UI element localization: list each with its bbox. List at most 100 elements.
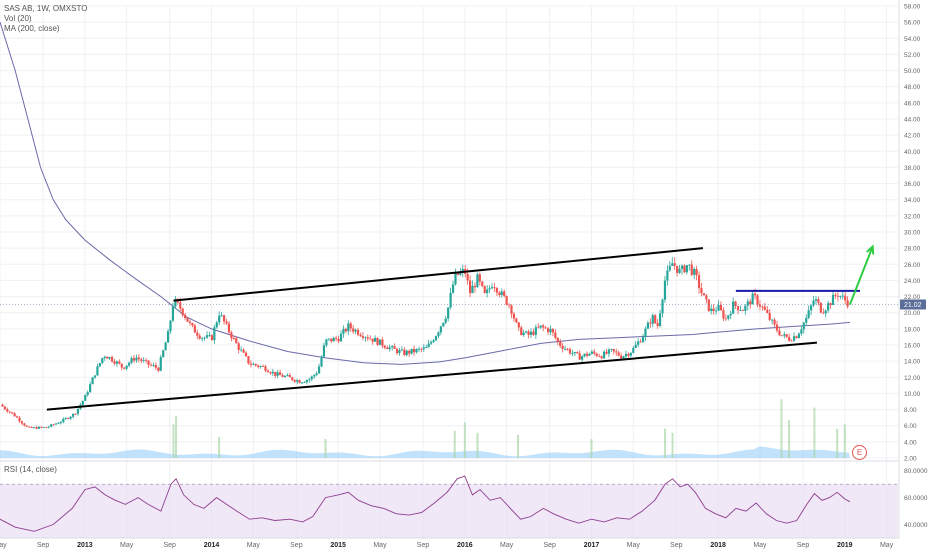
candle-body: [573, 351, 576, 354]
candle-body: [486, 289, 489, 293]
candle-body: [444, 318, 447, 323]
candle-body: [571, 353, 574, 354]
candle-body: [676, 265, 679, 273]
candle-body: [427, 343, 430, 348]
candle-body: [710, 308, 713, 312]
candle-body: [62, 418, 65, 422]
candle-body: [42, 427, 45, 428]
candle-body: [746, 301, 749, 306]
candle-body: [493, 287, 496, 289]
time-tick-label: 2013: [77, 542, 93, 549]
volume-bar: [463, 422, 466, 458]
candle-body: [707, 299, 710, 312]
candle-body: [383, 345, 386, 348]
candle-body: [510, 305, 513, 314]
earnings-badge[interactable]: E: [852, 445, 867, 460]
price-tick-label: 46.00: [904, 100, 921, 107]
candle-body: [386, 347, 389, 350]
time-tick-label: Sep: [670, 542, 683, 549]
candle-body: [269, 372, 272, 374]
candle-body: [395, 349, 399, 354]
candle-body: [30, 426, 33, 428]
candle-body: [123, 367, 126, 369]
ma-200-line: [0, 21, 850, 365]
rsi-legend: RSI (14, close): [4, 465, 57, 474]
volume-bar: [813, 407, 816, 458]
price-tick-label: 30.00: [904, 230, 921, 237]
candle-body: [8, 411, 11, 413]
candle-body: [656, 323, 659, 326]
candle-body: [159, 357, 162, 371]
candle-body: [52, 424, 55, 426]
candle-body: [549, 328, 552, 333]
price-tick-label: 10.00: [904, 391, 921, 398]
volume-area: [0, 446, 850, 458]
candle-body: [578, 353, 581, 360]
rsi-tick-label: 60.0000: [904, 495, 928, 502]
candle-body: [527, 331, 530, 335]
candle-body: [74, 413, 77, 415]
time-tick-label: Sep: [417, 542, 430, 549]
candle-body: [315, 373, 318, 375]
candle-body: [305, 380, 309, 383]
candle-body: [646, 322, 650, 329]
candle-body: [727, 315, 730, 319]
candle-body: [76, 408, 80, 414]
candle-body: [593, 351, 596, 354]
candle-body: [425, 347, 428, 348]
candle-body: [244, 352, 248, 357]
candle-body: [249, 363, 252, 365]
time-tick-label: May: [753, 542, 767, 549]
candle-body: [824, 310, 827, 314]
time-tick-label: May: [247, 542, 261, 549]
price-tick-label: 34.00: [904, 197, 921, 204]
candle-body: [602, 351, 606, 359]
candle-body: [310, 376, 313, 380]
candle-body: [291, 377, 294, 381]
candle-body: [203, 337, 206, 339]
candle-body: [147, 360, 150, 365]
candle-body: [588, 353, 591, 356]
candle-body: [374, 337, 377, 342]
time-tick-label: 2016: [457, 542, 473, 549]
candle-body: [512, 313, 516, 319]
candle-body: [115, 361, 119, 364]
candle-body: [281, 375, 284, 377]
candle-body: [671, 263, 674, 266]
candle-body: [322, 345, 326, 357]
candle-body: [517, 322, 520, 328]
volume-bar: [453, 430, 456, 458]
price-tick-label: 22.00: [904, 294, 921, 301]
candle-body: [756, 295, 759, 305]
candle-body: [20, 421, 24, 424]
candle-body: [400, 349, 403, 351]
channel-upper-trendline: [173, 247, 704, 302]
candle-body: [610, 349, 613, 350]
candle-body: [500, 291, 503, 296]
candle-body: [352, 328, 355, 332]
candle-body: [702, 293, 706, 296]
candle-body: [412, 348, 416, 353]
candle-body: [420, 348, 423, 350]
candle-body: [218, 315, 221, 323]
candle-body: [442, 322, 445, 327]
time-tick-label: May: [0, 542, 7, 549]
price-tick-label: 20.00: [904, 310, 921, 317]
candle-body: [57, 423, 60, 424]
candle-body: [152, 365, 155, 366]
ma-line: [0, 21, 850, 365]
candle-body: [369, 338, 372, 340]
candle-body: [780, 335, 783, 337]
candle-body: [408, 350, 411, 354]
candle-body: [666, 270, 669, 281]
legend-vol: Vol (20): [4, 14, 32, 23]
volume-bar: [324, 439, 327, 458]
candle-body: [598, 355, 601, 357]
candle-body: [673, 263, 676, 266]
candle-body: [585, 353, 589, 356]
candle-body: [729, 313, 732, 316]
candle-body: [201, 338, 204, 339]
time-tick-label: May: [880, 542, 894, 549]
